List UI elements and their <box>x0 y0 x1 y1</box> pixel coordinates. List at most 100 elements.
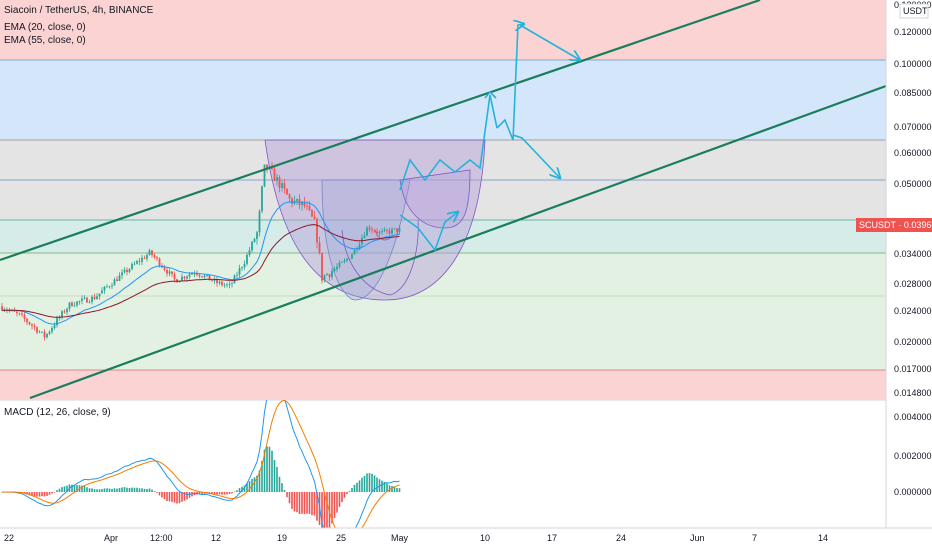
candle-body <box>144 258 146 259</box>
candle-body <box>284 183 286 189</box>
candle-body <box>314 217 316 220</box>
candle-body <box>149 250 151 255</box>
price-tick: 0.050000 <box>894 179 932 189</box>
macd-bar <box>186 492 188 499</box>
macd-bar <box>289 492 291 503</box>
candle-body <box>289 195 291 199</box>
candle-body <box>89 302 91 303</box>
macd-bar <box>239 488 241 492</box>
candle-body <box>246 255 248 264</box>
macd-tick: 0.004000 <box>894 412 932 422</box>
candle-body <box>166 270 168 274</box>
candle-body <box>259 211 261 232</box>
macd-bar <box>171 492 173 502</box>
macd-bar <box>49 492 51 495</box>
macd-bar <box>179 492 181 503</box>
time-tick: 22 <box>4 533 14 543</box>
candle-body <box>229 284 231 285</box>
candle-body <box>26 319 28 322</box>
candle-body <box>254 239 256 242</box>
candle-body <box>49 332 51 334</box>
candle-body <box>276 177 278 181</box>
macd-bar <box>314 492 316 516</box>
macd-bar <box>169 492 171 501</box>
macd-bar <box>39 492 41 497</box>
macd-bar <box>149 489 151 493</box>
zone-red-bottom <box>0 370 886 400</box>
macd-bar <box>164 492 166 499</box>
candle-body <box>331 271 333 277</box>
candle-body <box>279 177 281 188</box>
macd-bar <box>56 490 58 492</box>
macd-bar <box>341 492 343 502</box>
macd-bar <box>274 460 276 492</box>
macd-bar <box>189 492 191 498</box>
macd-bar <box>91 488 93 492</box>
macd-bar <box>41 492 43 496</box>
candle-body <box>114 279 116 285</box>
candle-body <box>261 186 263 211</box>
macd-bar <box>214 492 216 494</box>
macd-bar <box>296 492 298 512</box>
macd-bar <box>59 489 61 492</box>
macd-bar <box>104 488 106 492</box>
candle-body <box>184 277 186 279</box>
candle-body <box>371 230 373 231</box>
candle-body <box>24 315 26 319</box>
macd-bar <box>326 492 328 531</box>
candle-body <box>101 290 103 293</box>
candle-body <box>321 253 323 281</box>
candle-body <box>46 334 48 337</box>
macd-axis[interactable]: 0.004000 0.002000 0.000000 <box>894 412 932 497</box>
time-axis[interactable]: 22 Apr 12:00 12 19 25 May 10 17 24 Jun 7… <box>4 533 828 543</box>
candle-body <box>379 232 381 233</box>
candle-body <box>64 311 66 312</box>
macd-bar <box>176 492 178 504</box>
macd-bar <box>276 467 278 492</box>
candle-body <box>81 299 83 301</box>
macd-bar <box>254 477 256 492</box>
candle-body <box>19 313 21 314</box>
macd-bar <box>64 486 66 492</box>
macd-bar <box>166 492 168 501</box>
macd-bar <box>94 489 96 492</box>
macd-bar <box>311 492 313 515</box>
candle-body <box>396 228 398 231</box>
macd-bar <box>294 492 296 511</box>
candle-body <box>386 230 388 231</box>
macd-bar <box>346 492 348 494</box>
candle-body <box>51 328 53 332</box>
candle-body <box>399 228 401 232</box>
candle-body <box>141 258 143 262</box>
time-tick: Apr <box>104 533 118 543</box>
candle-body <box>36 327 38 332</box>
candle-body <box>109 287 111 288</box>
price-tick: 0.034000 <box>894 249 932 259</box>
candle-body <box>384 230 386 231</box>
candle-body <box>326 274 328 275</box>
macd-bar <box>339 492 341 507</box>
macd-bar <box>146 489 148 492</box>
candle-body <box>136 261 138 264</box>
price-tick: 0.085000 <box>894 88 932 98</box>
candle-body <box>226 285 228 286</box>
time-tick: 17 <box>547 533 557 543</box>
macd-bar <box>111 489 113 492</box>
macd-bar <box>119 488 121 492</box>
price-tick: 0.120000 <box>894 27 932 37</box>
macd-bar <box>34 492 36 496</box>
macd-bar <box>344 492 346 498</box>
price-tick: 0.014800 <box>894 388 932 398</box>
candle-body <box>31 324 33 326</box>
candle-body <box>211 280 213 281</box>
candle-body <box>281 183 283 188</box>
candle-body <box>21 314 23 315</box>
candle-body <box>346 259 348 261</box>
macd-bar <box>86 487 88 492</box>
macd-bar <box>336 492 338 513</box>
candle-body <box>41 332 43 333</box>
candle-body <box>76 302 78 306</box>
macd-bar <box>271 451 273 492</box>
candle-body <box>121 272 123 275</box>
macd-bar <box>266 447 268 493</box>
